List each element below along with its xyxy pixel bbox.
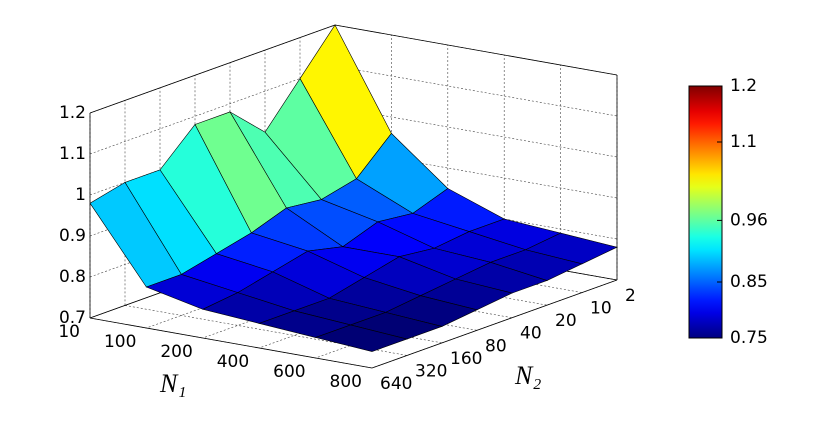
grid-line <box>202 249 448 339</box>
colorbar <box>688 85 723 339</box>
axis-line <box>89 317 373 369</box>
axis-line <box>334 24 618 76</box>
colorbar-tick-label: 1.2 <box>730 76 757 96</box>
x-tick-label: 800 <box>330 372 362 392</box>
y-tick-label: 40 <box>520 324 542 344</box>
y-tick-label: 20 <box>555 311 577 331</box>
z-tick-label: 1 <box>75 185 86 205</box>
x-tick-label: 10 <box>58 322 80 342</box>
z-tick-label: 0.7 <box>59 308 86 328</box>
surface-patch <box>314 324 409 352</box>
y-tick-label: 80 <box>485 336 507 356</box>
z-tick-label: 0.8 <box>59 267 86 287</box>
colorbar-tick-label: 0.96 <box>730 210 768 230</box>
z-tick-label: 0.9 <box>59 226 86 246</box>
grid-line <box>146 239 392 329</box>
colorbar-tick-label: 0.75 <box>730 328 768 348</box>
x-axis-label: N₁ <box>159 369 186 398</box>
y-tick-label: 160 <box>450 349 482 369</box>
grid-line <box>89 65 336 155</box>
y-axis-label: N₂ <box>514 361 541 390</box>
x-tick-label: 100 <box>104 332 136 352</box>
axis-line <box>89 24 336 114</box>
y-tick-label: 2 <box>625 286 636 306</box>
axis-line <box>371 279 618 369</box>
y-tick-label: 10 <box>590 299 612 319</box>
surface <box>89 24 618 352</box>
x-tick-label: 600 <box>273 362 305 382</box>
colorbar-tick-label: 1.1 <box>730 132 757 152</box>
y-tick-label: 640 <box>380 374 412 394</box>
colorbar-tick-label: 0.85 <box>730 272 768 292</box>
x-tick-label: 400 <box>217 352 249 372</box>
z-tick-label: 1.2 <box>59 103 86 123</box>
y-tick-label: 320 <box>415 361 447 381</box>
x-tick-label: 200 <box>160 342 192 362</box>
z-tick-label: 1.1 <box>59 144 86 164</box>
labels: 0.7 0.8 0.9 1 1.1 1.2 10 100 200 400 600 800 2 10 20 40… <box>58 76 768 394</box>
